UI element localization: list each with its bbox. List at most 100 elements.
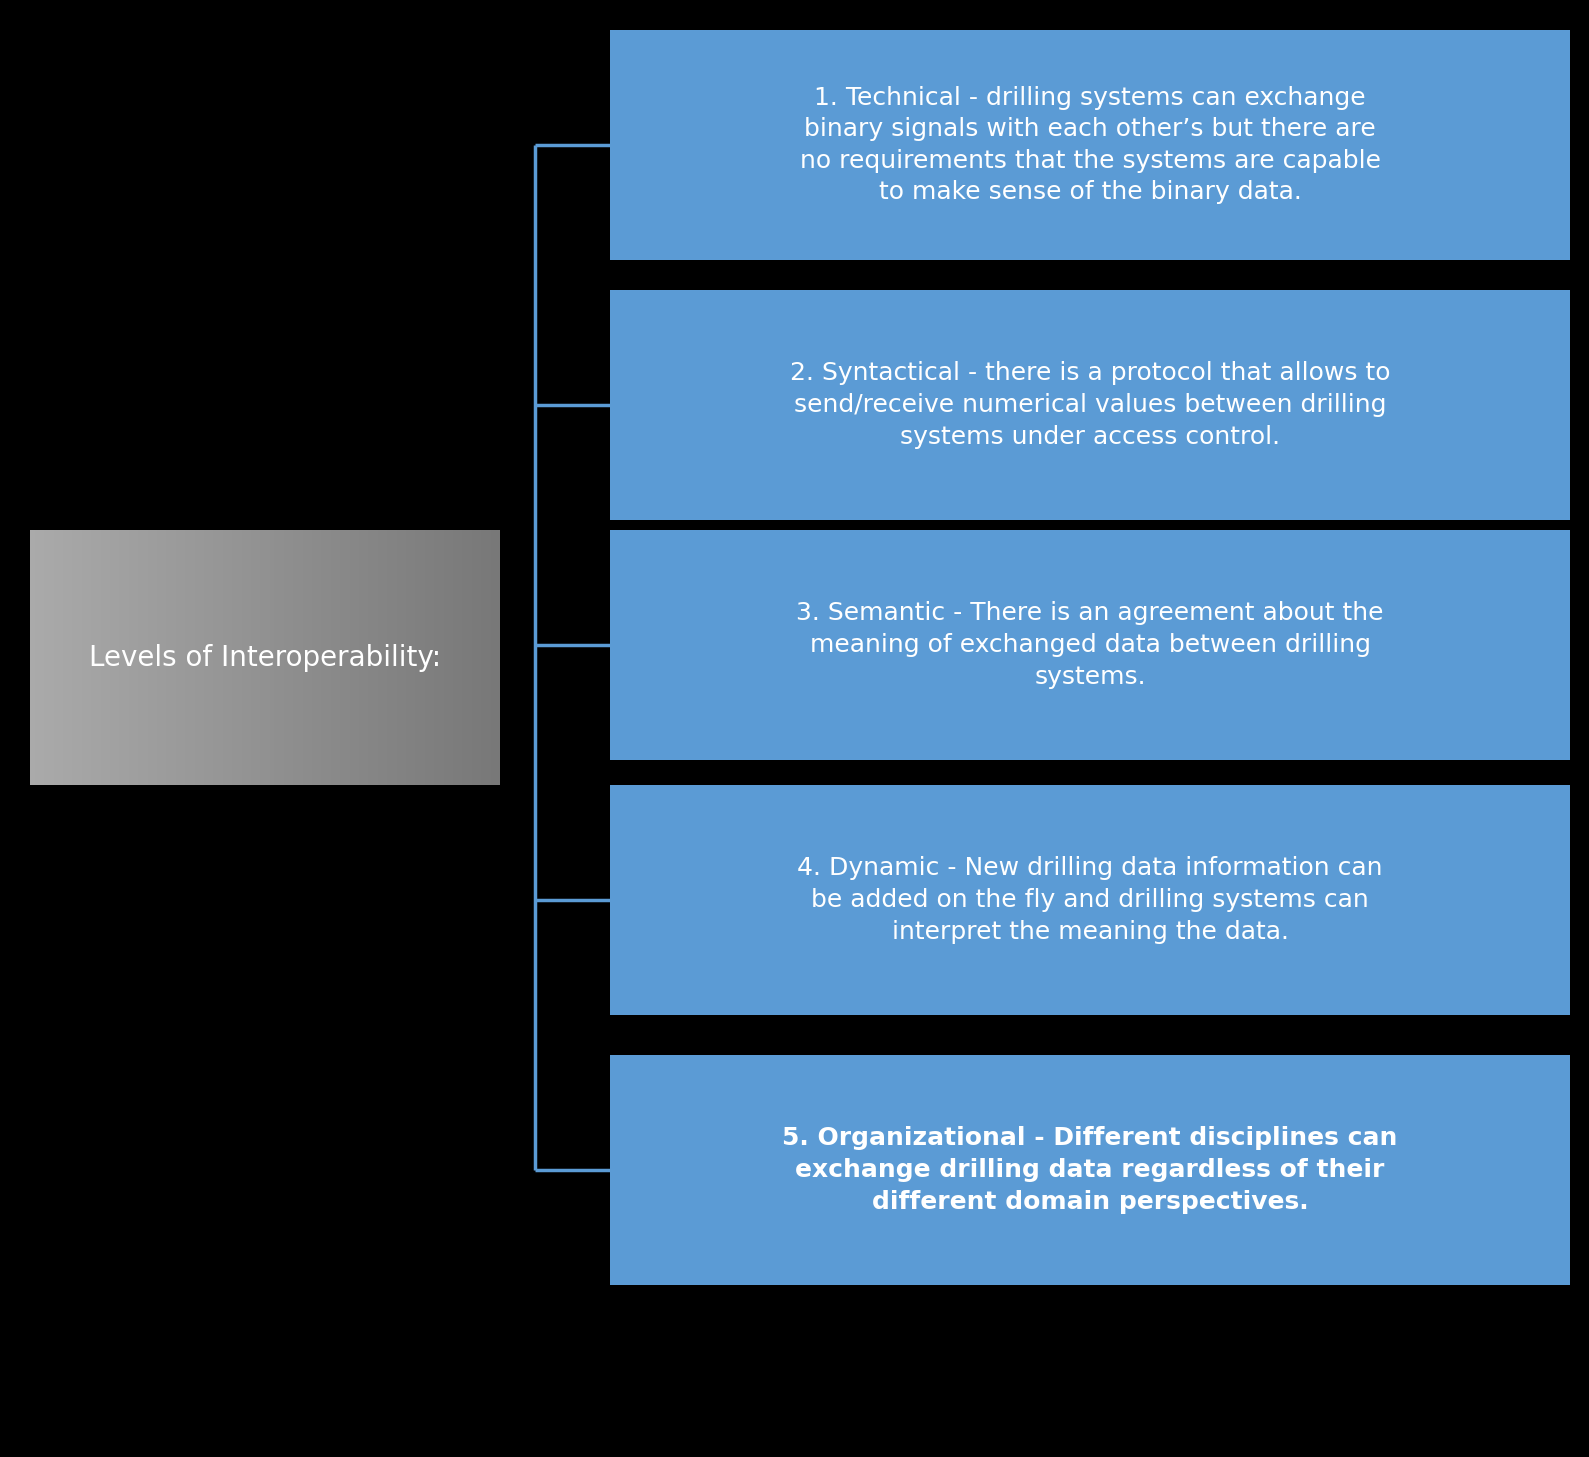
Bar <box>203 530 208 785</box>
Bar <box>610 785 1570 1016</box>
Bar <box>95 530 100 785</box>
Bar <box>54 530 59 785</box>
Bar <box>73 530 76 785</box>
Bar <box>189 530 194 785</box>
Bar <box>397 530 402 785</box>
Bar <box>481 530 486 785</box>
Bar <box>181 530 184 785</box>
Bar <box>340 530 345 785</box>
Bar <box>491 530 496 785</box>
Bar <box>76 530 81 785</box>
Bar <box>610 1055 1570 1285</box>
Bar <box>35 530 40 785</box>
Bar <box>326 530 331 785</box>
Bar <box>162 530 167 785</box>
Bar <box>439 530 443 785</box>
Bar <box>138 530 143 785</box>
Bar <box>176 530 181 785</box>
Bar <box>124 530 129 785</box>
Bar <box>148 530 153 785</box>
Bar <box>237 530 242 785</box>
Text: 1. Technical - drilling systems can exchange
binary signals with each other’s bu: 1. Technical - drilling systems can exch… <box>799 86 1381 204</box>
Bar <box>265 530 270 785</box>
Bar <box>270 530 275 785</box>
Bar <box>316 530 321 785</box>
Bar <box>369 530 373 785</box>
Bar <box>443 530 448 785</box>
Bar <box>167 530 172 785</box>
Bar <box>30 530 35 785</box>
Bar <box>275 530 280 785</box>
Bar <box>302 530 307 785</box>
Bar <box>307 530 311 785</box>
Bar <box>294 530 297 785</box>
Bar <box>208 530 213 785</box>
Bar <box>222 530 227 785</box>
Bar <box>610 31 1570 259</box>
Bar <box>280 530 284 785</box>
Bar <box>448 530 453 785</box>
Bar <box>364 530 369 785</box>
Bar <box>373 530 378 785</box>
Bar <box>256 530 261 785</box>
Text: 4. Dynamic - New drilling data information can
be added on the fly and drilling : 4. Dynamic - New drilling data informati… <box>798 857 1382 944</box>
Bar <box>610 290 1570 520</box>
Bar <box>378 530 383 785</box>
Bar <box>218 530 222 785</box>
Bar <box>472 530 477 785</box>
Text: 3. Semantic - There is an agreement about the
meaning of exchanged data between : 3. Semantic - There is an agreement abou… <box>796 602 1384 689</box>
Bar <box>331 530 335 785</box>
Bar <box>359 530 364 785</box>
Bar <box>458 530 462 785</box>
Bar <box>100 530 105 785</box>
Bar <box>172 530 176 785</box>
Bar <box>64 530 68 785</box>
Bar <box>424 530 429 785</box>
Text: 5. Organizational - Different disciplines can
exchange drilling data regardless : 5. Organizational - Different discipline… <box>782 1126 1398 1214</box>
Bar <box>114 530 119 785</box>
Bar <box>59 530 64 785</box>
Bar <box>68 530 73 785</box>
Bar <box>143 530 148 785</box>
Bar <box>284 530 289 785</box>
Bar <box>129 530 133 785</box>
Bar <box>410 530 415 785</box>
Bar <box>153 530 157 785</box>
Bar <box>402 530 407 785</box>
Bar <box>133 530 138 785</box>
Bar <box>232 530 237 785</box>
Bar <box>429 530 434 785</box>
Bar <box>297 530 302 785</box>
Bar <box>213 530 218 785</box>
Bar <box>419 530 424 785</box>
Bar <box>345 530 350 785</box>
Bar <box>105 530 110 785</box>
Bar <box>467 530 472 785</box>
Bar <box>251 530 256 785</box>
Text: 2. Syntactical - there is a protocol that allows to
send/receive numerical value: 2. Syntactical - there is a protocol tha… <box>790 361 1390 449</box>
Bar <box>453 530 458 785</box>
Bar <box>157 530 162 785</box>
Bar <box>350 530 354 785</box>
Bar <box>261 530 265 785</box>
Bar <box>610 530 1570 761</box>
Bar <box>354 530 359 785</box>
Bar <box>227 530 232 785</box>
Bar <box>194 530 199 785</box>
Bar <box>388 530 392 785</box>
Bar <box>477 530 481 785</box>
Bar <box>40 530 44 785</box>
Bar <box>335 530 340 785</box>
Bar <box>91 530 95 785</box>
Bar <box>496 530 501 785</box>
Bar <box>110 530 114 785</box>
Bar <box>321 530 326 785</box>
Bar <box>86 530 91 785</box>
Bar <box>311 530 316 785</box>
Bar <box>392 530 397 785</box>
Bar <box>407 530 410 785</box>
Bar <box>242 530 246 785</box>
Bar <box>383 530 388 785</box>
Bar <box>486 530 491 785</box>
Bar <box>434 530 439 785</box>
